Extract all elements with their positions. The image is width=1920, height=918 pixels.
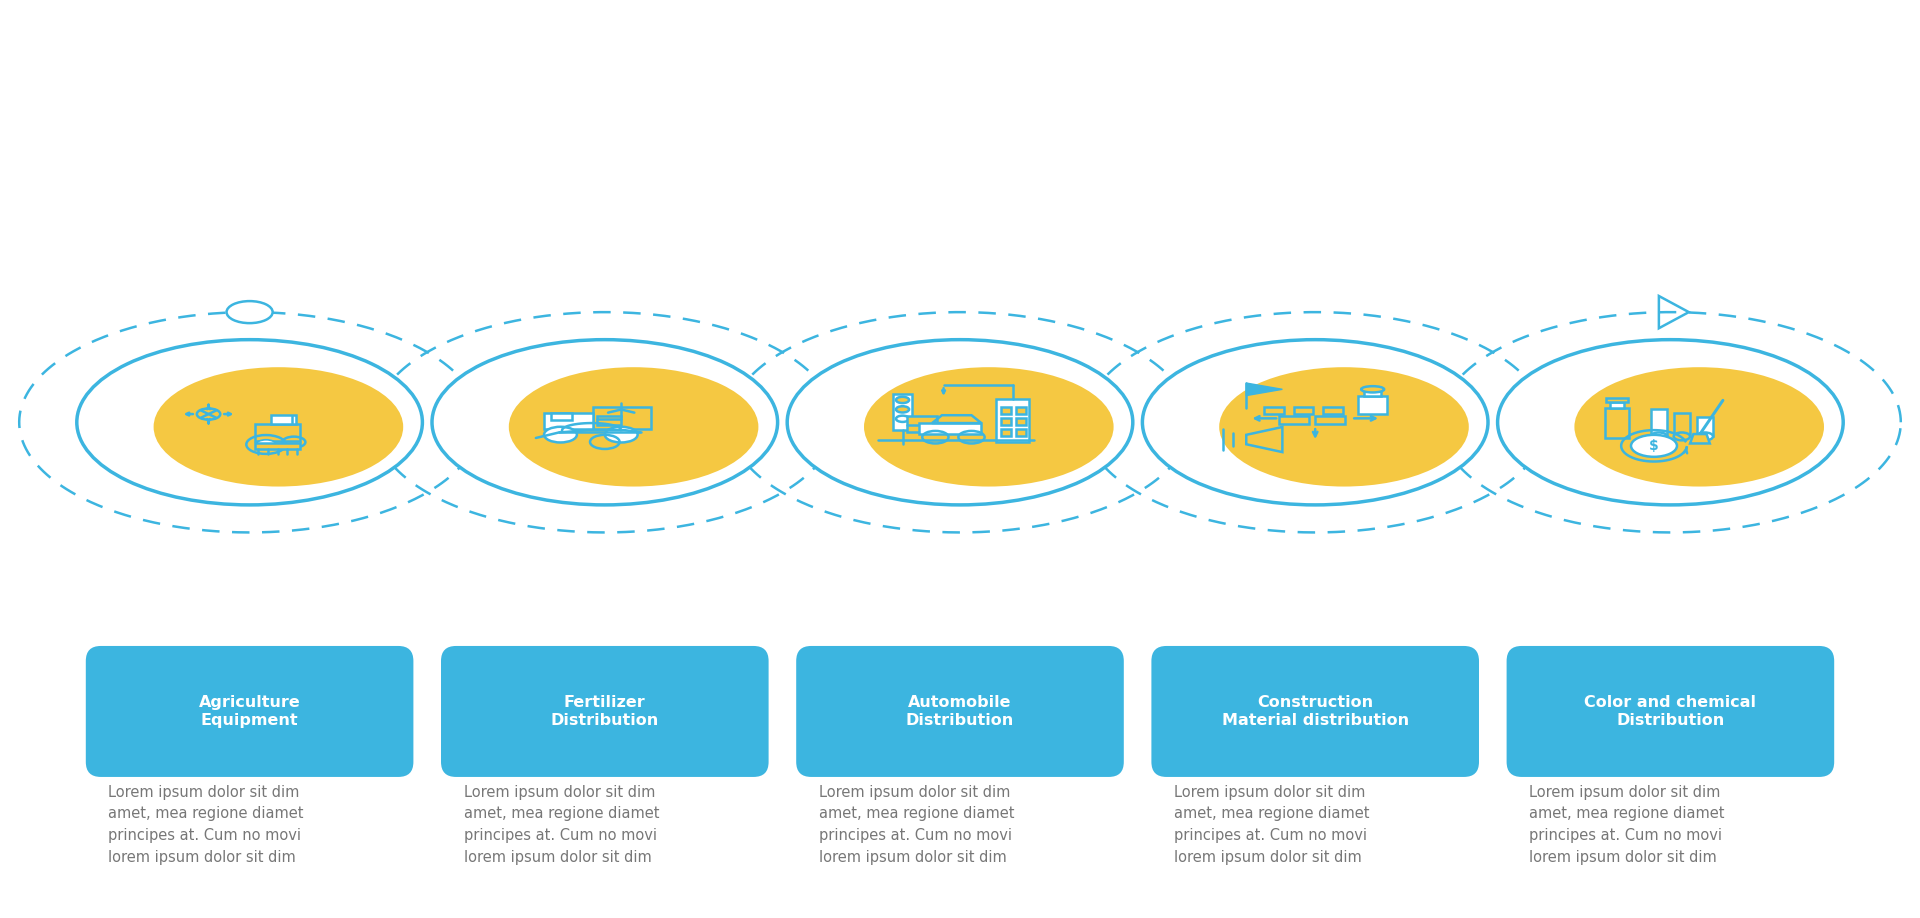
Bar [1697, 417, 1713, 436]
Ellipse shape [1142, 340, 1488, 505]
Bar [1609, 402, 1624, 409]
Bar [1315, 416, 1344, 424]
Bar [255, 424, 301, 442]
Bar [1016, 419, 1025, 425]
Bar [1016, 408, 1025, 414]
Ellipse shape [77, 340, 422, 505]
Polygon shape [1246, 427, 1283, 452]
Bar [996, 398, 1029, 442]
Text: Agriculture
Equipment: Agriculture Equipment [200, 695, 300, 728]
Bar [1607, 397, 1628, 402]
Polygon shape [1246, 383, 1283, 396]
Ellipse shape [1651, 432, 1667, 441]
FancyBboxPatch shape [797, 646, 1123, 777]
Text: Color and chemical
Distribution: Color and chemical Distribution [1584, 695, 1757, 728]
Text: Construction
Material distribution: Construction Material distribution [1221, 695, 1409, 728]
Ellipse shape [897, 416, 908, 422]
FancyBboxPatch shape [1507, 646, 1834, 777]
Text: Lorem ipsum dolor sit dim
amet, mea regione diamet
principes at. Cum no movi
lor: Lorem ipsum dolor sit dim amet, mea regi… [1175, 785, 1369, 865]
Ellipse shape [897, 407, 908, 412]
FancyBboxPatch shape [86, 646, 413, 777]
Bar [1674, 413, 1690, 436]
FancyBboxPatch shape [1152, 646, 1478, 777]
Bar [1279, 416, 1309, 424]
Ellipse shape [509, 367, 758, 487]
FancyBboxPatch shape [442, 646, 768, 777]
Bar [893, 395, 912, 430]
Ellipse shape [1498, 340, 1843, 505]
Ellipse shape [1219, 367, 1469, 487]
Ellipse shape [1674, 432, 1690, 441]
Bar [1605, 409, 1630, 438]
Bar [543, 413, 593, 429]
Bar [920, 423, 981, 434]
Bar [1357, 396, 1388, 414]
Text: Lorem ipsum dolor sit dim
amet, mea regione diamet
principes at. Cum no movi
lor: Lorem ipsum dolor sit dim amet, mea regi… [1530, 785, 1724, 865]
Polygon shape [563, 423, 622, 431]
Ellipse shape [864, 367, 1114, 487]
Bar [1365, 391, 1380, 396]
Ellipse shape [1574, 367, 1824, 487]
Ellipse shape [154, 367, 403, 487]
Ellipse shape [605, 427, 637, 442]
Bar [908, 416, 937, 431]
Bar [1263, 407, 1283, 414]
Bar [1000, 419, 1012, 425]
Ellipse shape [1630, 435, 1676, 457]
Text: $: $ [1649, 439, 1659, 453]
Ellipse shape [227, 301, 273, 323]
Ellipse shape [255, 440, 276, 449]
Bar [1016, 430, 1025, 436]
Ellipse shape [897, 397, 908, 403]
Text: Lorem ipsum dolor sit dim
amet, mea regione diamet
principes at. Cum no movi
lor: Lorem ipsum dolor sit dim amet, mea regi… [465, 785, 659, 865]
Bar [1651, 409, 1667, 436]
Text: Lorem ipsum dolor sit dim
amet, mea regione diamet
principes at. Cum no movi
lor: Lorem ipsum dolor sit dim amet, mea regi… [820, 785, 1014, 865]
Bar [597, 416, 622, 425]
Ellipse shape [787, 340, 1133, 505]
Text: Fertilizer
Distribution: Fertilizer Distribution [551, 695, 659, 728]
Polygon shape [1690, 434, 1711, 443]
Bar [551, 413, 572, 420]
Text: Automobile
Distribution: Automobile Distribution [906, 695, 1014, 728]
Bar [1000, 430, 1012, 436]
Ellipse shape [543, 427, 576, 442]
Ellipse shape [1697, 432, 1713, 441]
Ellipse shape [432, 340, 778, 505]
Bar [1294, 407, 1313, 414]
Ellipse shape [1361, 386, 1384, 393]
Bar [255, 442, 301, 449]
Bar [593, 408, 651, 429]
Bar [1323, 407, 1342, 414]
Text: Lorem ipsum dolor sit dim
amet, mea regione diamet
principes at. Cum no movi
lor: Lorem ipsum dolor sit dim amet, mea regi… [108, 785, 303, 865]
Bar [1000, 408, 1012, 414]
Bar [271, 415, 296, 424]
